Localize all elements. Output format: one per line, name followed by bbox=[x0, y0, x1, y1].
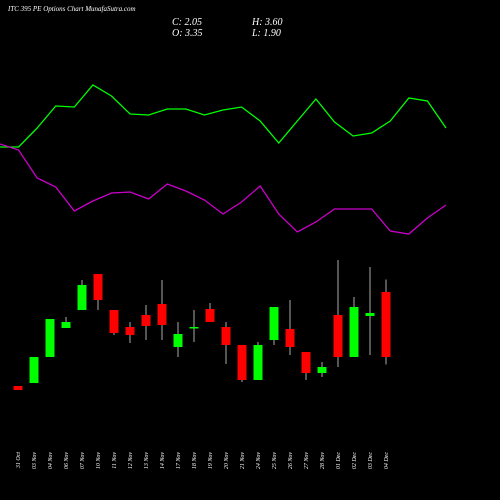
candle-body bbox=[349, 307, 359, 357]
candle-body bbox=[13, 386, 23, 390]
x-tick-label: 03 Nov bbox=[32, 452, 38, 470]
candle-body bbox=[221, 327, 231, 345]
x-tick-label: 10 Nov bbox=[96, 452, 102, 470]
indicator-line bbox=[0, 143, 447, 235]
chart-title: ITC 395 PE Options Chart MunafaSutra.com bbox=[7, 5, 136, 13]
x-tick-label: 17 Nov bbox=[176, 452, 182, 470]
x-tick-label: 02 Dec bbox=[352, 452, 358, 469]
candle-body bbox=[125, 327, 135, 335]
candle-body bbox=[253, 345, 263, 380]
candle-body bbox=[317, 367, 327, 373]
candle-body bbox=[29, 357, 39, 383]
x-tick-label: 19 Nov bbox=[208, 452, 214, 470]
candle-body bbox=[77, 285, 87, 310]
x-tick-label: 11 Nov bbox=[112, 452, 118, 469]
x-tick-label: 20 Nov bbox=[224, 452, 230, 470]
header-open: O: 3.35 bbox=[172, 28, 203, 39]
x-tick-label: 12 Nov bbox=[128, 452, 134, 470]
header-close: C: 2.05 bbox=[172, 17, 202, 28]
x-tick-label: 31 Oct bbox=[16, 452, 22, 469]
x-tick-label: 04 Dec bbox=[383, 452, 390, 469]
x-tick-label: 04 Nov bbox=[47, 452, 54, 470]
x-tick-label: 06 Nov bbox=[64, 452, 70, 470]
header-high: H: 3.60 bbox=[251, 17, 283, 28]
x-tick-label: 27 Nov bbox=[304, 452, 310, 470]
candle-body bbox=[365, 313, 375, 316]
candle-body bbox=[173, 334, 183, 347]
x-tick-label: 14 Nov bbox=[159, 452, 166, 470]
x-tick-label: 21 Nov bbox=[240, 452, 246, 470]
x-tick-label: 07 Nov bbox=[80, 452, 86, 470]
candle-body bbox=[269, 307, 279, 340]
x-tick-label: 28 Nov bbox=[320, 452, 326, 470]
candle-body bbox=[141, 315, 151, 326]
candle-body bbox=[189, 327, 199, 329]
x-tick-label: 18 Nov bbox=[192, 452, 198, 470]
x-tick-label: 01 Dec bbox=[336, 452, 342, 469]
x-tick-label: 24 Nov bbox=[255, 452, 262, 470]
candle-body bbox=[301, 352, 311, 373]
candle-body bbox=[61, 322, 71, 328]
candle-body bbox=[333, 315, 343, 357]
candle-body bbox=[237, 345, 247, 380]
x-tick-label: 26 Nov bbox=[288, 452, 294, 470]
candle-body bbox=[381, 292, 391, 357]
x-tick-label: 13 Nov bbox=[144, 452, 150, 470]
candle-body bbox=[45, 319, 55, 357]
candle-body bbox=[93, 274, 103, 300]
x-tick-label: 03 Dec bbox=[368, 452, 374, 469]
indicator-line bbox=[0, 84, 447, 148]
header-low: L: 1.90 bbox=[251, 28, 281, 39]
candle-body bbox=[109, 310, 119, 333]
candle-body bbox=[285, 329, 295, 347]
candle-body bbox=[157, 304, 167, 325]
candle-body bbox=[205, 309, 215, 322]
x-tick-label: 25 Nov bbox=[272, 452, 278, 470]
